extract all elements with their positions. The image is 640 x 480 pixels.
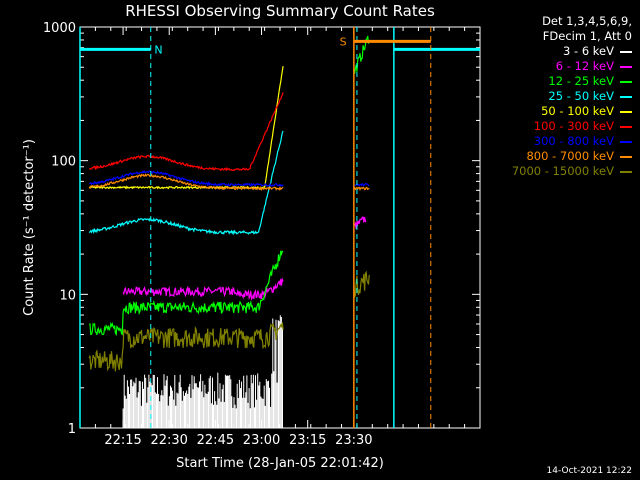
y-tick-label: 1: [68, 422, 76, 437]
legend-swatch: [620, 65, 632, 68]
legend-header-line-2: FDecim 1, Att 0: [542, 29, 632, 43]
legend-label: 25 - 50 keV: [548, 89, 614, 103]
legend-item: 3 - 6 keV: [480, 44, 632, 59]
series-line-3-6-kev: [122, 315, 283, 428]
y-tick-label: 10: [59, 288, 76, 303]
legend-item: 100 - 300 keV: [480, 119, 632, 134]
legend-swatch: [620, 140, 632, 143]
x-tick-label: 22:45: [197, 433, 234, 448]
legend-swatch: [620, 155, 632, 158]
legend-label: 6 - 12 keV: [555, 59, 614, 73]
saa-flag-label: S: [340, 35, 347, 48]
series-line-50-100-kev: [88, 66, 284, 190]
legend-swatch: [620, 125, 632, 128]
legend-item: 300 - 800 keV: [480, 134, 632, 149]
x-axis-label: Start Time (28-Jan-05 22:01:42): [176, 456, 384, 471]
legend-label: 3 - 6 keV: [563, 44, 614, 58]
x-tick-label: 22:15: [104, 433, 141, 448]
legend: Det 1,3,4,5,6,9, FDecim 1, Att 0 3 - 6 k…: [480, 14, 632, 179]
legend-label: 100 - 300 keV: [533, 119, 614, 133]
legend-item: 7000 - 15000 keV: [480, 164, 632, 179]
series-line-800-7000-kev: [88, 173, 370, 192]
series-line-7000-15000-kev: [88, 270, 370, 372]
series-line-25-50-kev: [88, 130, 284, 236]
legend-item: 800 - 7000 keV: [480, 149, 632, 164]
legend-item: 50 - 100 keV: [480, 104, 632, 119]
legend-item: 12 - 25 keV: [480, 74, 632, 89]
legend-swatch: [620, 80, 632, 83]
night-flag-label: N: [154, 43, 162, 56]
legend-swatch: [620, 50, 632, 53]
y-axis-label: Count Rate (s⁻¹ detector⁻¹): [22, 139, 37, 316]
y-tick-label: 100: [51, 155, 76, 170]
legend-header-line-1: Det 1,3,4,5,6,9,: [542, 14, 632, 28]
legend-label: 300 - 800 keV: [533, 134, 614, 148]
legend-swatch: [620, 110, 632, 113]
x-tick-label: 23:15: [289, 433, 326, 448]
x-tick-label: 22:30: [150, 433, 187, 448]
legend-label: 50 - 100 keV: [541, 104, 614, 118]
legend-item: 25 - 50 keV: [480, 89, 632, 104]
legend-swatch: [620, 95, 632, 98]
series-line-6-12-kev: [122, 216, 367, 301]
legend-label: 7000 - 15000 keV: [511, 164, 614, 178]
x-tick-label: 23:00: [243, 433, 280, 448]
legend-label: 800 - 7000 keV: [526, 149, 614, 163]
y-tick-label: 1000: [43, 21, 76, 36]
legend-item: 6 - 12 keV: [480, 59, 632, 74]
series-line-100-300-kev: [88, 92, 284, 172]
legend-label: 12 - 25 keV: [548, 74, 614, 88]
chart-title: RHESSI Observing Summary Count Rates: [125, 2, 435, 20]
x-tick-label: 23:30: [335, 433, 372, 448]
date-stamp: 14-Oct-2021 12:22: [546, 466, 632, 476]
legend-swatch: [620, 170, 632, 173]
